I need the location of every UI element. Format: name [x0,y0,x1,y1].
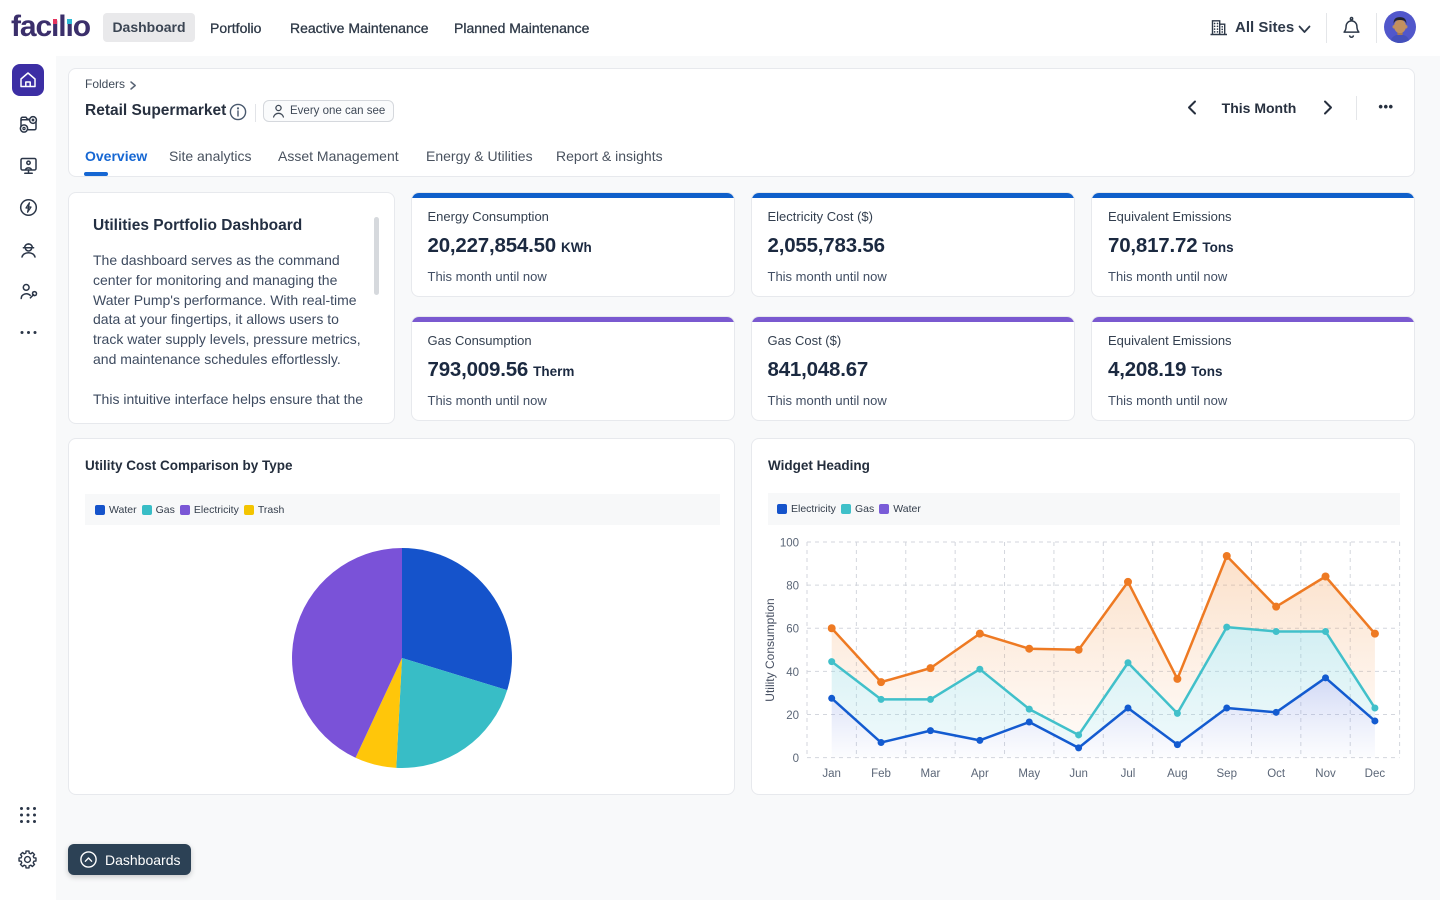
svg-text:20: 20 [786,710,799,722]
svg-text:40: 40 [786,667,799,679]
svg-text:Jun: Jun [1069,768,1088,780]
svg-text:Feb: Feb [871,768,891,780]
svg-text:Dec: Dec [1365,768,1386,780]
svg-text:60: 60 [786,624,799,636]
svg-text:Jul: Jul [1121,768,1136,780]
svg-text:100: 100 [780,538,799,550]
svg-text:0: 0 [793,753,799,765]
svg-text:Aug: Aug [1167,768,1187,780]
svg-text:80: 80 [786,581,799,593]
svg-text:Utility Consumption: Utility Consumption [763,598,777,701]
svg-text:Nov: Nov [1315,768,1336,780]
svg-text:Apr: Apr [971,768,989,780]
svg-text:Oct: Oct [1267,768,1286,780]
svg-text:Jan: Jan [822,768,841,780]
svg-text:Mar: Mar [921,768,941,780]
svg-text:May: May [1018,768,1040,780]
svg-text:Sep: Sep [1217,768,1237,780]
